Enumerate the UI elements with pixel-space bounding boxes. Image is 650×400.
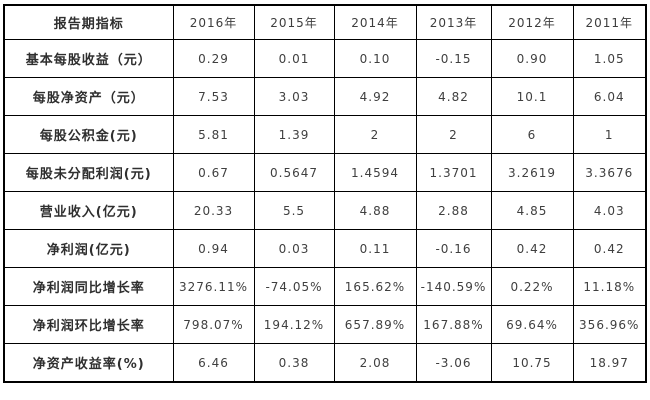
table-cell: 0.29 — [172, 39, 255, 78]
table-cell: -0.15 — [415, 39, 492, 78]
table-cell: 6.04 — [572, 77, 647, 116]
table-cell: 4.03 — [572, 191, 647, 230]
table-cell: 0.22% — [490, 267, 574, 306]
table-cell: 20.33 — [172, 191, 255, 230]
table-cell: 4.85 — [490, 191, 574, 230]
table-cell: 11.18% — [572, 267, 647, 306]
table-cell: 7.53 — [172, 77, 255, 116]
column-header-report-indicator: 报告期指标 — [3, 4, 174, 40]
table-row-capital-reserve-per-share: 每股公积金(元) 5.81 1.39 2 2 6 1 — [3, 115, 647, 154]
table-cell: 657.89% — [333, 305, 417, 344]
table-cell: 3.03 — [253, 77, 335, 116]
column-header-2013: 2013年 — [415, 4, 492, 40]
table-cell: 1.05 — [572, 39, 647, 78]
table-cell: 1.39 — [253, 115, 335, 154]
table-cell: 0.94 — [172, 229, 255, 268]
table-cell: 0.5647 — [253, 153, 335, 192]
table-cell: 0.11 — [333, 229, 417, 268]
column-header-2011: 2011年 — [572, 4, 647, 40]
table-cell: 5.5 — [253, 191, 335, 230]
table-cell: 2.08 — [333, 343, 417, 383]
table-cell: 0.67 — [172, 153, 255, 192]
table-cell: 194.12% — [253, 305, 335, 344]
table-row-net-assets-per-share: 每股净资产（元） 7.53 3.03 4.92 4.82 10.1 6.04 — [3, 77, 647, 116]
table-cell: 4.88 — [333, 191, 417, 230]
table-cell: 6.46 — [172, 343, 255, 383]
table-cell: -74.05% — [253, 267, 335, 306]
table-row-net-profit-qoq-growth: 净利润环比增长率 798.07% 194.12% 657.89% 167.88%… — [3, 305, 647, 344]
financial-indicators-table: 报告期指标 2016年 2015年 2014年 2013年 2012年 2011… — [3, 4, 647, 383]
table-cell: 4.92 — [333, 77, 417, 116]
table-cell: 1 — [572, 115, 647, 154]
table-header-row: 报告期指标 2016年 2015年 2014年 2013年 2012年 2011… — [3, 4, 647, 40]
row-label: 营业收入(亿元) — [3, 191, 174, 230]
table-cell: 6 — [490, 115, 574, 154]
table-cell: 1.4594 — [333, 153, 417, 192]
table-cell: 2 — [415, 115, 492, 154]
table-row-operating-revenue: 营业收入(亿元) 20.33 5.5 4.88 2.88 4.85 4.03 — [3, 191, 647, 230]
table-row-net-profit-yoy-growth: 净利润同比增长率 3276.11% -74.05% 165.62% -140.5… — [3, 267, 647, 306]
column-header-2012: 2012年 — [490, 4, 574, 40]
column-header-2014: 2014年 — [333, 4, 417, 40]
table-cell: 0.38 — [253, 343, 335, 383]
column-header-2015: 2015年 — [253, 4, 335, 40]
row-label: 净利润同比增长率 — [3, 267, 174, 306]
table-cell: 18.97 — [572, 343, 647, 383]
table-cell: 3.3676 — [572, 153, 647, 192]
row-label: 基本每股收益（元） — [3, 39, 174, 78]
table-cell: -0.16 — [415, 229, 492, 268]
table-cell: 10.1 — [490, 77, 574, 116]
table-cell: -140.59% — [415, 267, 492, 306]
table-cell: 0.42 — [572, 229, 647, 268]
table-cell: 0.01 — [253, 39, 335, 78]
table-cell: 0.03 — [253, 229, 335, 268]
table-cell: 0.42 — [490, 229, 574, 268]
table-cell: 0.10 — [333, 39, 417, 78]
row-label: 每股净资产（元） — [3, 77, 174, 116]
table-cell: 798.07% — [172, 305, 255, 344]
table-cell: 4.82 — [415, 77, 492, 116]
row-label: 净利润(亿元) — [3, 229, 174, 268]
table-cell: 356.96% — [572, 305, 647, 344]
column-header-2016: 2016年 — [172, 4, 255, 40]
table-cell: 3276.11% — [172, 267, 255, 306]
row-label: 净利润环比增长率 — [3, 305, 174, 344]
table-cell: 1.3701 — [415, 153, 492, 192]
table-cell: 3.2619 — [490, 153, 574, 192]
table-cell: 2 — [333, 115, 417, 154]
table-cell: 165.62% — [333, 267, 417, 306]
table-row-roe: 净资产收益率(%) 6.46 0.38 2.08 -3.06 10.75 18.… — [3, 343, 647, 383]
table-cell: 5.81 — [172, 115, 255, 154]
row-label: 每股公积金(元) — [3, 115, 174, 154]
table-row-basic-eps: 基本每股收益（元） 0.29 0.01 0.10 -0.15 0.90 1.05 — [3, 39, 647, 78]
row-label: 净资产收益率(%) — [3, 343, 174, 383]
row-label: 每股未分配利润(元) — [3, 153, 174, 192]
table-cell: -3.06 — [415, 343, 492, 383]
table-cell: 10.75 — [490, 343, 574, 383]
table-cell: 167.88% — [415, 305, 492, 344]
table-cell: 2.88 — [415, 191, 492, 230]
table-cell: 0.90 — [490, 39, 574, 78]
table-row-net-profit: 净利润(亿元) 0.94 0.03 0.11 -0.16 0.42 0.42 — [3, 229, 647, 268]
table-row-undistributed-profit-per-share: 每股未分配利润(元) 0.67 0.5647 1.4594 1.3701 3.2… — [3, 153, 647, 192]
table-cell: 69.64% — [490, 305, 574, 344]
